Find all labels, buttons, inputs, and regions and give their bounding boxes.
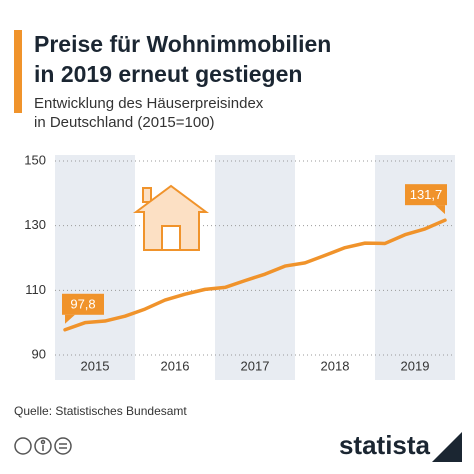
- label-box: [405, 184, 447, 206]
- line: [63, 218, 447, 332]
- subtitle: in Deutschland (2015=100): [34, 114, 215, 131]
- brand-logo: statista: [339, 430, 431, 460]
- chart-title: in 2019 erneut gestiegen: [34, 61, 302, 87]
- x-tick-label: 2016: [161, 358, 190, 373]
- license-icons: [14, 437, 72, 455]
- label-box: [62, 293, 104, 315]
- plot: 97,8 131,7: [62, 184, 447, 332]
- data-label: 97,8: [70, 297, 95, 312]
- y-tick-label: 150: [24, 152, 46, 167]
- data-label: 131,7: [410, 187, 443, 202]
- bands: 2015 2016 2017 2018 2019: [55, 155, 455, 380]
- y-tick-label: 130: [24, 217, 46, 232]
- y-tick-label: 110: [25, 282, 46, 297]
- y-tick-label: 90: [32, 346, 46, 361]
- house-icon: [132, 184, 210, 251]
- brand-mark: [432, 432, 462, 462]
- x-tick-label: 2015: [81, 358, 110, 373]
- label-pointer: [435, 205, 445, 215]
- label-pointer: [65, 314, 75, 324]
- x-tick-label: 2017: [241, 358, 270, 373]
- subtitle: Entwicklung des Häuserpreisindex: [34, 95, 264, 112]
- x-tick-label: 2018: [321, 358, 350, 373]
- accent-bar: [14, 30, 22, 113]
- x-tick-label: 2019: [401, 358, 430, 373]
- source: Quelle: Statistisches Bundesamt: [14, 404, 187, 418]
- year-band: [55, 155, 135, 380]
- grid: 90 110 130 150: [24, 152, 455, 361]
- chart-title: Preise für Wohnimmobilien: [34, 31, 331, 57]
